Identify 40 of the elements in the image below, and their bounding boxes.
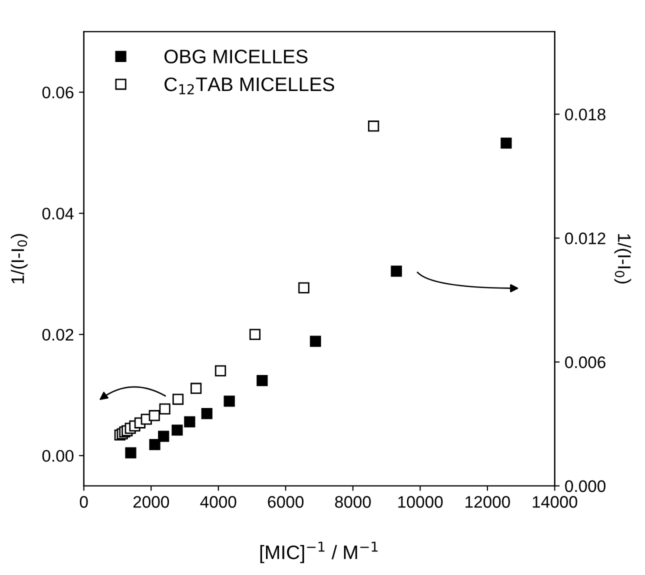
y2-axis-title: 1/(I-I$_{0}$): [614, 234, 632, 284]
point: [184, 416, 196, 428]
point: [149, 439, 160, 450]
x-tick-label: 10000: [398, 496, 443, 508]
point: [249, 328, 261, 340]
x-tick-label: 6000: [268, 496, 304, 508]
y-axis-title: 1/(I-I$_{0}$): [10, 234, 28, 284]
point: [390, 266, 402, 277]
point: [256, 375, 268, 386]
y-tick-label: 0.04: [42, 208, 74, 220]
point: [298, 282, 310, 294]
y-tick-label: 0.02: [42, 328, 74, 341]
point: [201, 408, 212, 420]
point: [224, 396, 235, 407]
point: [172, 424, 183, 436]
x-tick-label: 12000: [466, 496, 510, 508]
point: [172, 394, 184, 405]
point: [500, 138, 512, 149]
legend-label: C$_{12}$TAB MICELLES: [164, 77, 334, 94]
point: [148, 410, 160, 422]
y2-tick-label: 0.006: [565, 356, 606, 368]
y2-tick-label: 0.018: [565, 108, 606, 120]
point: [310, 336, 322, 347]
y2-tick-label: 0.012: [565, 232, 606, 244]
y2-tick-label: 0.000: [565, 480, 606, 492]
x-tick-label: 8000: [335, 496, 371, 508]
point: [158, 430, 170, 442]
y-tick-label: 0.06: [42, 86, 74, 98]
point: [159, 403, 170, 415]
x-tick-label: 4000: [200, 496, 236, 508]
point: [125, 447, 136, 458]
point: [190, 382, 202, 394]
point: [368, 120, 380, 132]
x-tick-label: 2000: [133, 496, 170, 508]
legend-label: OBG MICELLES: [164, 50, 308, 64]
y-tick-label: 0.00: [42, 450, 74, 462]
x-tick-label: 14000: [532, 496, 578, 508]
x-tick-label: 0: [80, 496, 88, 508]
point: [214, 365, 226, 376]
x-axis-title: [MIC]$^{−1}$ / M$^{−1}$: [260, 542, 378, 564]
